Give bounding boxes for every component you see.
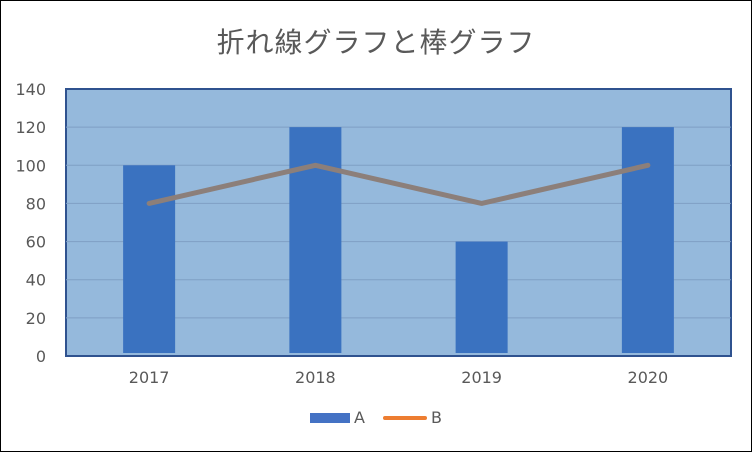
x-tick-label: 2020 [628,368,669,387]
legend-label-b: B [430,408,442,427]
y-tick-label: 120 [15,118,46,137]
y-tick-label: 20 [26,309,46,328]
plot-area [65,88,732,357]
legend-item-a[interactable]: A [310,408,365,427]
bar-a [621,127,674,354]
bar-a [123,165,176,353]
y-tick-label: 40 [26,271,46,290]
bar-a [289,127,342,354]
legend-swatch-b [382,415,427,420]
x-tick-label: 2019 [461,368,502,387]
x-tick-label: 2018 [295,368,336,387]
legend-swatch-a [310,412,351,423]
y-tick-label: 0 [36,347,46,366]
legend-item-b[interactable]: B [382,408,442,427]
x-tick-label: 2017 [129,368,170,387]
chart-title: 折れ線グラフと棒グラフ [216,26,536,59]
legend: A B [1,408,751,427]
line-b [146,162,651,206]
legend-label-a: A [354,408,365,427]
y-tick-label: 140 [15,80,46,99]
y-tick-label: 100 [15,156,46,175]
y-tick-label: 60 [26,233,46,252]
y-tick-label: 80 [26,194,46,213]
bar-a [455,241,508,353]
